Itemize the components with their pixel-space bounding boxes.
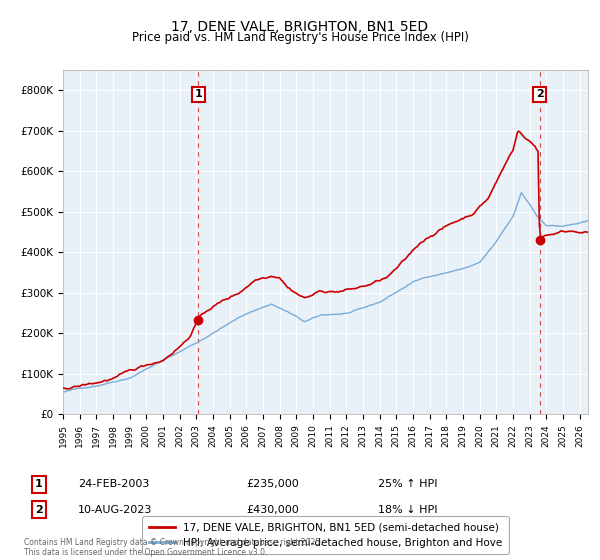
Text: £430,000: £430,000 bbox=[246, 505, 299, 515]
Text: 1: 1 bbox=[35, 479, 43, 489]
Text: Price paid vs. HM Land Registry's House Price Index (HPI): Price paid vs. HM Land Registry's House … bbox=[131, 31, 469, 44]
Text: 10-AUG-2023: 10-AUG-2023 bbox=[78, 505, 152, 515]
Text: 18% ↓ HPI: 18% ↓ HPI bbox=[378, 505, 437, 515]
Text: 2: 2 bbox=[536, 89, 544, 99]
Text: 2: 2 bbox=[35, 505, 43, 515]
Text: Contains HM Land Registry data © Crown copyright and database right 2025.
This d: Contains HM Land Registry data © Crown c… bbox=[24, 538, 323, 557]
Legend: 17, DENE VALE, BRIGHTON, BN1 5ED (semi-detached house), HPI: Average price, semi: 17, DENE VALE, BRIGHTON, BN1 5ED (semi-d… bbox=[142, 516, 509, 554]
Text: 24-FEB-2003: 24-FEB-2003 bbox=[78, 479, 149, 489]
Text: £235,000: £235,000 bbox=[246, 479, 299, 489]
Text: 25% ↑ HPI: 25% ↑ HPI bbox=[378, 479, 437, 489]
Text: 1: 1 bbox=[194, 89, 202, 99]
Text: 17, DENE VALE, BRIGHTON, BN1 5ED: 17, DENE VALE, BRIGHTON, BN1 5ED bbox=[172, 20, 428, 34]
